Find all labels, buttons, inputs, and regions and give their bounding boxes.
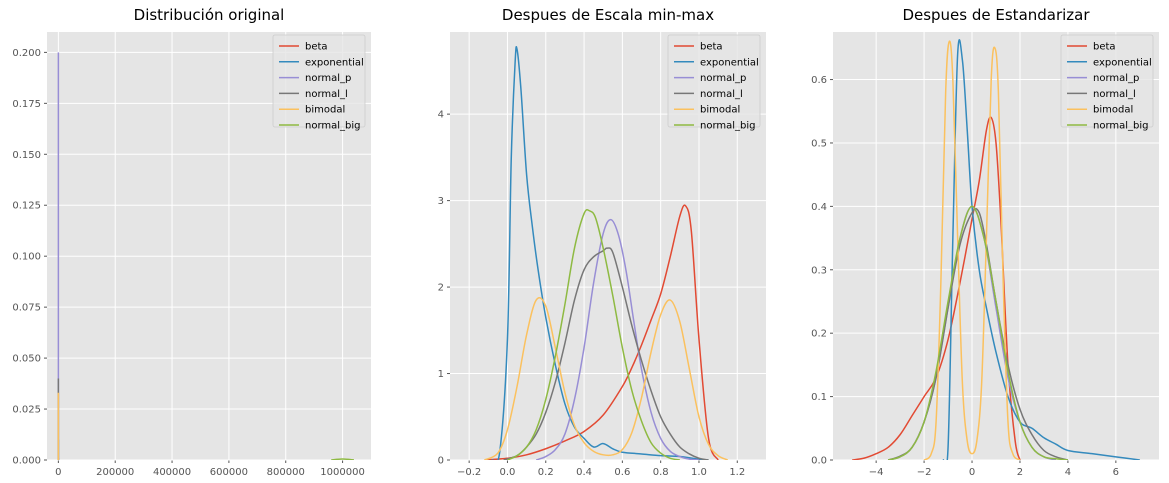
- x-tick-label: 600000: [210, 467, 248, 478]
- y-tick-label: 0.025: [12, 405, 41, 416]
- series-line-exponential: [942, 39, 1140, 460]
- x-tick-label: 200000: [96, 467, 134, 478]
- x-tick-label: 0: [55, 467, 61, 478]
- legend-label-beta: beta: [700, 42, 723, 53]
- series-line-normal-big: [887, 205, 1068, 460]
- y-tick-label: 0.6: [811, 75, 827, 86]
- subplot-min-max: −0.2 0.0 0.2 0.4 0.6 0.8 1.0 1.2 0 1 2 3 4 Despues de…: [438, 6, 766, 478]
- x-tick-label: 0.2: [538, 467, 554, 478]
- x-tick-label: 1.0: [691, 467, 707, 478]
- legend-label-normal-l: normal_l: [700, 89, 743, 100]
- legend-label-bimodal: bimodal: [1093, 105, 1133, 116]
- y-tick-label: 0: [438, 456, 444, 467]
- y-tick-label: 0.050: [12, 354, 41, 365]
- legend-label-normal-p: normal_p: [700, 73, 746, 84]
- chart-title: Distribución original: [134, 6, 285, 24]
- y-tick-label: 0.5: [811, 138, 827, 149]
- y-tick-label: 2: [438, 283, 444, 294]
- series-line-normal-big: [331, 458, 355, 460]
- y-tick-label: 0.3: [811, 265, 827, 276]
- x-tick-label: 2: [1017, 467, 1023, 478]
- x-tick-label: 800000: [267, 467, 305, 478]
- subplot-original: 0 200000 400000 600000 800000 1000000 0.000 0.0…: [12, 6, 371, 478]
- y-tick-label: 0.150: [12, 150, 41, 161]
- y-tick-label: 0.2: [811, 329, 827, 340]
- legend-label-beta: beta: [1093, 42, 1116, 53]
- y-tick-label: 0.0: [811, 456, 827, 467]
- y-tick-label: 0.125: [12, 201, 41, 212]
- y-tick-label: 4: [438, 110, 444, 121]
- legend-label-bimodal: bimodal: [700, 105, 740, 116]
- legend-label-normal-p: normal_p: [1093, 73, 1139, 84]
- x-tick-label: −2: [917, 467, 932, 478]
- x-tick-label: 1000000: [320, 467, 365, 478]
- x-tick-label: 0.4: [576, 467, 592, 478]
- y-tick-label: 0.1: [811, 392, 827, 403]
- chart-title: Despues de Estandarizar: [902, 6, 1090, 24]
- subplot-standardized: −4 −2 0 2 4 6 0.0 0.1 0.2 0.3 0.4 0.5 0.6 Despues de …: [811, 6, 1159, 478]
- series-line-normal-l: [503, 247, 709, 460]
- y-tick-label: 0.175: [12, 99, 41, 110]
- y-tick-label: 3: [438, 196, 444, 207]
- x-tick-label: 0.6: [614, 467, 630, 478]
- series-line-normal-big: [507, 208, 680, 460]
- legend-label-exponential: exponential: [1093, 57, 1152, 68]
- x-tick-label: 4: [1065, 467, 1071, 478]
- legend-label-exponential: exponential: [305, 57, 364, 68]
- legend-label-exponential: exponential: [700, 57, 759, 68]
- legend-label-normal-big: normal_big: [1093, 121, 1149, 132]
- legend-box: [667, 34, 761, 128]
- legend-box: [1060, 34, 1154, 128]
- legend-label-bimodal: bimodal: [305, 105, 345, 116]
- x-tick-label: −0.2: [457, 467, 481, 478]
- chart-title: Despues de Escala min-max: [502, 6, 714, 24]
- legend-label-normal-p: normal_p: [305, 73, 351, 84]
- series-line-bimodal: [484, 297, 729, 460]
- legend-label-normal-l: normal_l: [1093, 89, 1136, 100]
- y-tick-label: 0.200: [12, 48, 41, 59]
- x-tick-label: 0: [969, 467, 975, 478]
- x-tick-label: 6: [1113, 467, 1119, 478]
- y-tick-label: 0.4: [811, 202, 827, 213]
- x-tick-label: −4: [869, 467, 884, 478]
- y-tick-label: 1: [438, 369, 444, 380]
- y-tick-label: 0.100: [12, 252, 41, 263]
- x-tick-label: 0.0: [500, 467, 516, 478]
- legend-label-normal-big: normal_big: [700, 121, 756, 132]
- legend-box: [272, 34, 366, 128]
- series-line-beta: [484, 204, 719, 460]
- x-tick-label: 1.2: [729, 467, 745, 478]
- y-tick-label: 0.000: [12, 456, 41, 467]
- series-line-bimodal: [923, 40, 1021, 460]
- x-tick-label: 400000: [153, 467, 191, 478]
- legend-label-beta: beta: [305, 42, 328, 53]
- y-tick-label: 0.075: [12, 303, 41, 314]
- legend-label-normal-big: normal_big: [305, 121, 361, 132]
- series-line-normal-p: [535, 218, 700, 460]
- legend-label-normal-l: normal_l: [305, 89, 348, 100]
- x-tick-label: 0.8: [653, 467, 669, 478]
